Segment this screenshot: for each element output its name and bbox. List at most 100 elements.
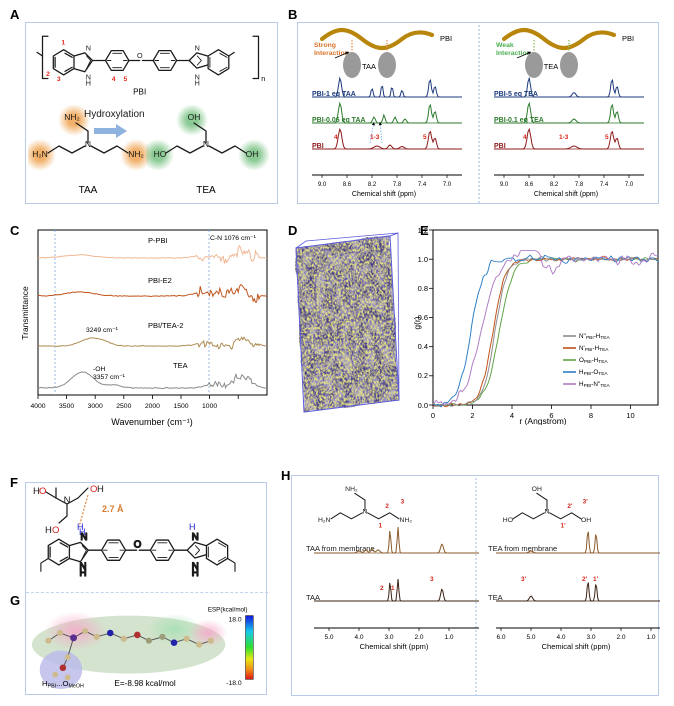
- svg-text:PBI-E2: PBI-E2: [148, 276, 172, 285]
- svg-text:4.0: 4.0: [354, 634, 363, 641]
- svg-text:r (Angstrom): r (Angstrom): [519, 416, 566, 425]
- svg-text:E=-8.98 kcal/mol: E=-8.98 kcal/mol: [114, 679, 176, 688]
- svg-text:2.0: 2.0: [414, 634, 423, 641]
- svg-text:O: O: [52, 525, 59, 536]
- svg-text:Wavenumber (cm⁻¹): Wavenumber (cm⁻¹): [111, 417, 192, 427]
- svg-text:1000: 1000: [202, 403, 217, 410]
- svg-text:N: N: [203, 139, 209, 149]
- svg-text:2500: 2500: [116, 403, 131, 410]
- svg-text:1-3: 1-3: [370, 134, 380, 141]
- svg-text:1': 1': [593, 576, 599, 583]
- svg-text:1-3: 1-3: [559, 134, 569, 141]
- svg-text:3': 3': [521, 576, 527, 583]
- svg-text:5: 5: [423, 134, 427, 141]
- svg-text:5.0: 5.0: [324, 634, 333, 641]
- svg-text:7.8: 7.8: [575, 182, 584, 188]
- svg-text:3000: 3000: [88, 403, 103, 410]
- svg-text:7.0: 7.0: [443, 182, 452, 188]
- svg-text:5: 5: [124, 76, 128, 83]
- svg-text:7.4: 7.4: [418, 182, 427, 188]
- svg-text:H: H: [189, 522, 196, 532]
- svg-text:N: N: [363, 509, 368, 516]
- svg-text:2000: 2000: [145, 403, 160, 410]
- svg-text:H: H: [80, 568, 87, 579]
- svg-text:OH: OH: [532, 486, 542, 493]
- svg-text:N: N: [192, 532, 199, 543]
- svg-text:OH: OH: [188, 112, 201, 122]
- svg-text:OH: OH: [246, 149, 259, 159]
- svg-text:N''PBI-HTEA: N''PBI-HTEA: [579, 333, 610, 341]
- svg-text:H: H: [33, 486, 40, 497]
- svg-text:NH₂: NH₂: [400, 517, 413, 524]
- svg-text:0.0: 0.0: [418, 401, 428, 410]
- svg-text:N'PBI-HTEA: N'PBI-HTEA: [579, 345, 609, 353]
- svg-text:HO: HO: [503, 517, 513, 524]
- svg-text:-18.0: -18.0: [226, 680, 242, 687]
- svg-text:Strong: Strong: [314, 42, 336, 49]
- svg-text:O: O: [134, 539, 142, 550]
- svg-text:N: N: [195, 44, 200, 53]
- svg-text:3357 cm⁻¹: 3357 cm⁻¹: [93, 374, 126, 381]
- svg-text:0.2: 0.2: [418, 371, 428, 380]
- svg-text:Chemical shift (ppm): Chemical shift (ppm): [534, 191, 598, 198]
- svg-text:PBI: PBI: [440, 34, 452, 43]
- svg-text:4: 4: [112, 76, 116, 83]
- svg-text:Weak: Weak: [496, 42, 514, 49]
- svg-text:1.2: 1.2: [418, 228, 428, 235]
- svg-text:3.0: 3.0: [384, 634, 393, 641]
- svg-text:TEA: TEA: [196, 185, 216, 196]
- svg-text:2.7 Å: 2.7 Å: [102, 504, 124, 514]
- svg-text:Interaction: Interaction: [314, 50, 349, 57]
- svg-text:PBI: PBI: [622, 34, 634, 43]
- svg-text:8.6: 8.6: [525, 182, 534, 188]
- svg-text:3: 3: [57, 76, 61, 83]
- svg-text:PBI: PBI: [133, 88, 146, 97]
- svg-text:-OH: -OH: [93, 366, 106, 373]
- svg-text:HPBI-N''TEA: HPBI-N''TEA: [579, 381, 610, 389]
- svg-text:N: N: [64, 495, 71, 506]
- svg-text:3': 3': [583, 499, 589, 506]
- svg-text:H: H: [77, 522, 84, 532]
- svg-text:N: N: [545, 509, 550, 516]
- svg-text:H: H: [192, 568, 199, 579]
- svg-text:C-N 1076 cm⁻¹: C-N 1076 cm⁻¹: [210, 235, 257, 242]
- svg-text:ESP(kcal/mol): ESP(kcal/mol): [208, 607, 248, 614]
- svg-text:2': 2': [582, 576, 588, 583]
- svg-text:3.0: 3.0: [586, 634, 595, 641]
- svg-text:5: 5: [605, 134, 609, 141]
- svg-text:TEA from membrane: TEA from membrane: [488, 544, 557, 553]
- svg-text:Interaction: Interaction: [496, 50, 531, 57]
- svg-text:TAA: TAA: [79, 185, 98, 196]
- svg-text:NH₂: NH₂: [128, 149, 144, 159]
- svg-text:4000: 4000: [30, 403, 45, 410]
- svg-text:6.0: 6.0: [496, 634, 505, 641]
- svg-text:0.8: 0.8: [418, 284, 428, 293]
- svg-text:HPBI-OTEA: HPBI-OTEA: [579, 369, 608, 377]
- svg-text:1: 1: [379, 522, 383, 529]
- svg-text:HO: HO: [154, 149, 167, 159]
- svg-text:7.8: 7.8: [393, 182, 402, 188]
- svg-text:TAA: TAA: [362, 62, 376, 71]
- svg-text:N: N: [85, 139, 91, 149]
- svg-text:3500: 3500: [59, 403, 74, 410]
- svg-text:H: H: [86, 79, 91, 88]
- svg-text:8.2: 8.2: [368, 182, 377, 188]
- svg-text:2: 2: [385, 503, 389, 510]
- svg-text:1: 1: [391, 585, 395, 592]
- svg-text:Transmittance: Transmittance: [20, 286, 30, 340]
- svg-text:H: H: [97, 484, 104, 495]
- svg-text:4.0: 4.0: [556, 634, 565, 641]
- svg-text:O: O: [39, 486, 46, 497]
- svg-text:1500: 1500: [173, 403, 188, 410]
- svg-text:n: n: [261, 74, 265, 83]
- svg-text:1.0: 1.0: [444, 634, 453, 641]
- svg-text:9.0: 9.0: [500, 182, 509, 188]
- svg-text:10: 10: [626, 411, 634, 420]
- svg-text:3249 cm⁻¹: 3249 cm⁻¹: [86, 327, 119, 334]
- svg-text:0.4: 0.4: [418, 342, 428, 351]
- svg-text:O: O: [137, 51, 143, 60]
- svg-text:2': 2': [567, 503, 573, 510]
- svg-text:2.0: 2.0: [616, 634, 625, 641]
- svg-text:1.0: 1.0: [418, 255, 428, 264]
- svg-text:H₂N: H₂N: [318, 517, 331, 524]
